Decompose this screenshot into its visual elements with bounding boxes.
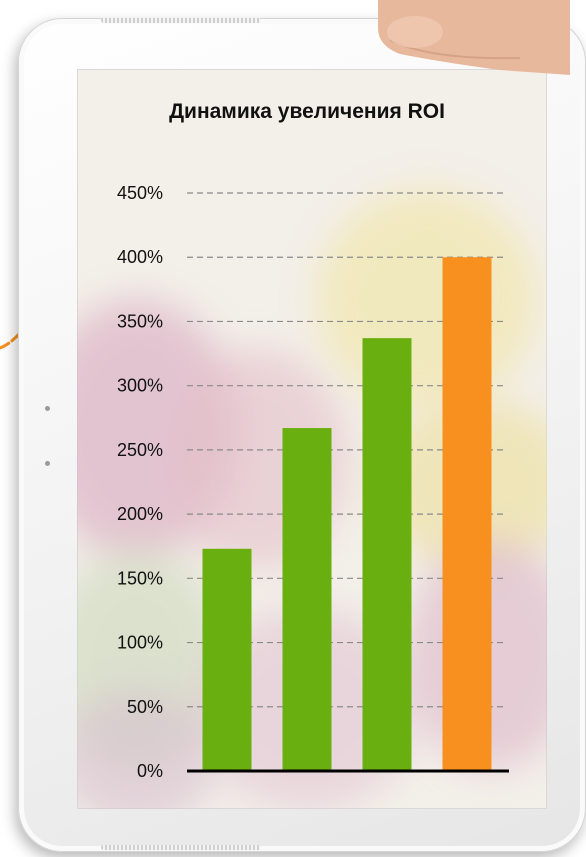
sensor-dot-2 [45,461,50,466]
bar-2 [282,428,332,771]
top-speaker-grille [101,18,261,23]
y-tick-label: 150% [117,568,163,588]
y-tick-label: 200% [117,504,163,524]
y-tick-label: 50% [127,697,163,717]
y-tick-label: 0% [137,761,163,781]
y-tick-label: 100% [117,633,163,653]
bar-4 [442,257,492,771]
bg-blob [317,189,537,409]
y-tick-label: 400% [117,247,163,267]
roi-bar-chart: 0% 50% 100% 150% 200% 250% 300% 350% 400% 450% [117,183,509,781]
bar-1 [202,548,252,771]
y-tick-label: 350% [117,311,163,331]
bg-blob [77,689,217,809]
y-tick-label: 450% [117,183,163,203]
tablet-frame: Динамика увеличения ROI 0% 50% 100% 150% 200… [18,18,586,852]
y-tick-label: 300% [117,376,163,396]
tablet-screen: Динамика увеличения ROI 0% 50% 100% 150% 200… [77,69,547,809]
hand-holding-tablet [378,0,570,75]
chart-title: Динамика увеличения ROI [169,100,445,123]
bottom-speaker-grille [101,845,261,850]
sensor-dot-1 [45,406,50,411]
y-tick-label: 250% [117,440,163,460]
bar-3 [362,338,412,771]
